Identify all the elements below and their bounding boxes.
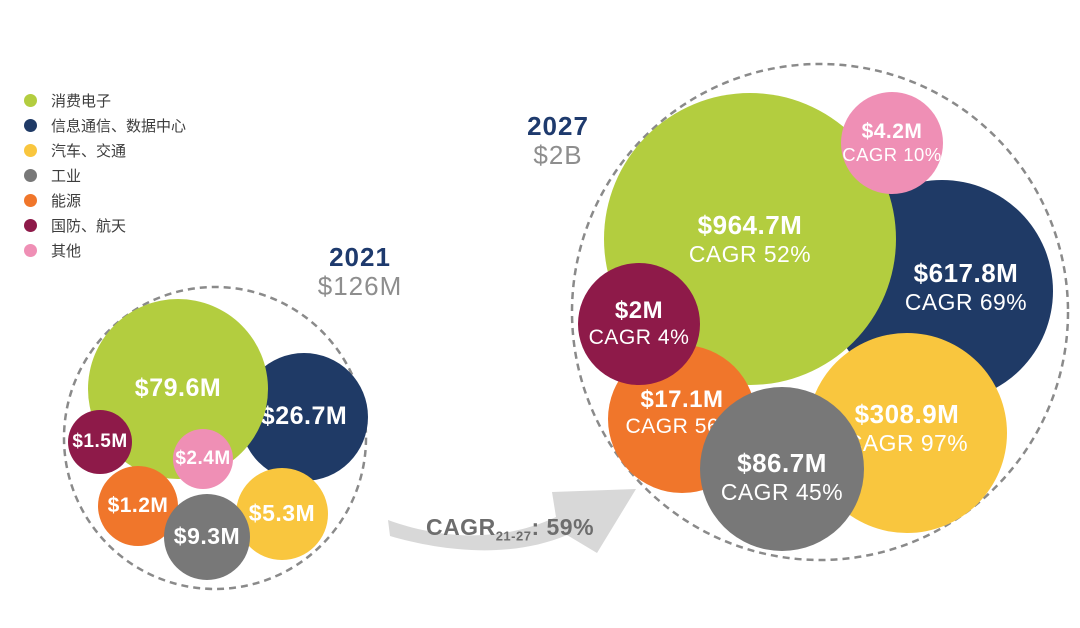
year-label-2021: 2021 — [329, 242, 391, 272]
cagr-subscript: 21-27 — [495, 528, 532, 544]
cluster-title-2027: 2027 $2B — [495, 111, 621, 171]
legend-item-automotive-transport: 汽车、交通 — [24, 138, 186, 163]
bubble-value: $79.6M — [134, 374, 222, 403]
legend: 消费电子 信息通信、数据中心 汽车、交通 工业 能源 国防、航天 其他 — [24, 88, 186, 263]
bubble-value: $9.3M — [173, 523, 241, 550]
bubble-value: $1.5M — [72, 430, 128, 452]
legend-dot-other — [24, 244, 37, 257]
bubble-2027-defense-aerospace: $2M CAGR 4% — [578, 263, 700, 385]
bubble-2027-other: $4.2M CAGR 10% — [841, 92, 943, 194]
bubble-value: $964.7M — [697, 210, 803, 241]
legend-label: 工业 — [51, 168, 82, 185]
cagr-prefix: CAGR — [425, 514, 496, 540]
legend-dot-defense-aerospace — [24, 219, 37, 232]
bubble-value: $86.7M — [737, 448, 827, 479]
legend-label: 能源 — [51, 193, 82, 210]
bubble-value: $4.2M — [861, 119, 923, 143]
legend-item-other: 其他 — [24, 238, 186, 263]
legend-dot-ict-datacenter — [24, 119, 37, 132]
legend-item-ict-datacenter: 信息通信、数据中心 — [24, 113, 186, 138]
bubble-2021-automotive-transport: $5.3M — [236, 468, 328, 560]
cagr-suffix: : 59% — [531, 514, 595, 540]
cluster-outline-2027 — [570, 62, 1070, 562]
growth-arrow-icon — [388, 489, 636, 553]
cluster-outline-2021 — [62, 285, 368, 591]
bubble-value: $2M — [614, 297, 664, 325]
bubble-cagr: CAGR 45% — [720, 478, 844, 505]
legend-label: 国防、航天 — [51, 218, 127, 235]
legend-label: 信息通信、数据中心 — [51, 118, 187, 135]
legend-dot-automotive-transport — [24, 144, 37, 157]
total-label-2027: $2B — [533, 140, 583, 171]
bubble-value: $26.7M — [260, 402, 348, 431]
legend-label: 其他 — [51, 243, 82, 260]
legend-item-defense-aerospace: 国防、航天 — [24, 213, 186, 238]
bubble-value: $5.3M — [248, 500, 316, 527]
bubble-value: $1.2M — [107, 493, 169, 517]
cluster-title-2021: 2021 $126M — [295, 242, 425, 302]
bubble-2021-other: $2.4M — [173, 429, 233, 489]
transition-cagr-label: CAGR21-27: 59% — [420, 514, 600, 544]
bubble-cagr: CAGR 69% — [904, 288, 1028, 315]
legend-item-consumer-electronics: 消费电子 — [24, 88, 186, 113]
bubble-value: $617.8M — [913, 258, 1019, 289]
year-label-2027: 2027 — [527, 111, 589, 141]
bubble-2021-defense-aerospace: $1.5M — [68, 410, 132, 474]
legend-item-industrial: 工业 — [24, 163, 186, 188]
bubble-value: $17.1M — [640, 386, 724, 414]
bubble-cagr: CAGR 10% — [842, 144, 942, 166]
bubble-2027-industrial: $86.7M CAGR 45% — [700, 387, 864, 551]
legend-dot-industrial — [24, 169, 37, 182]
bubble-2021-industrial: $9.3M — [164, 494, 250, 580]
bubble-value: $2.4M — [175, 447, 231, 469]
bubble-cagr: CAGR 97% — [845, 429, 969, 456]
legend-item-energy: 能源 — [24, 188, 186, 213]
bubble-cagr: CAGR 52% — [688, 240, 812, 267]
bubble-value: $308.9M — [854, 399, 960, 430]
legend-label: 汽车、交通 — [51, 143, 127, 160]
bubble-cagr: CAGR 4% — [588, 325, 690, 349]
legend-dot-energy — [24, 194, 37, 207]
legend-label: 消费电子 — [51, 93, 112, 110]
legend-dot-consumer-electronics — [24, 94, 37, 107]
total-label-2021: $126M — [317, 271, 403, 302]
